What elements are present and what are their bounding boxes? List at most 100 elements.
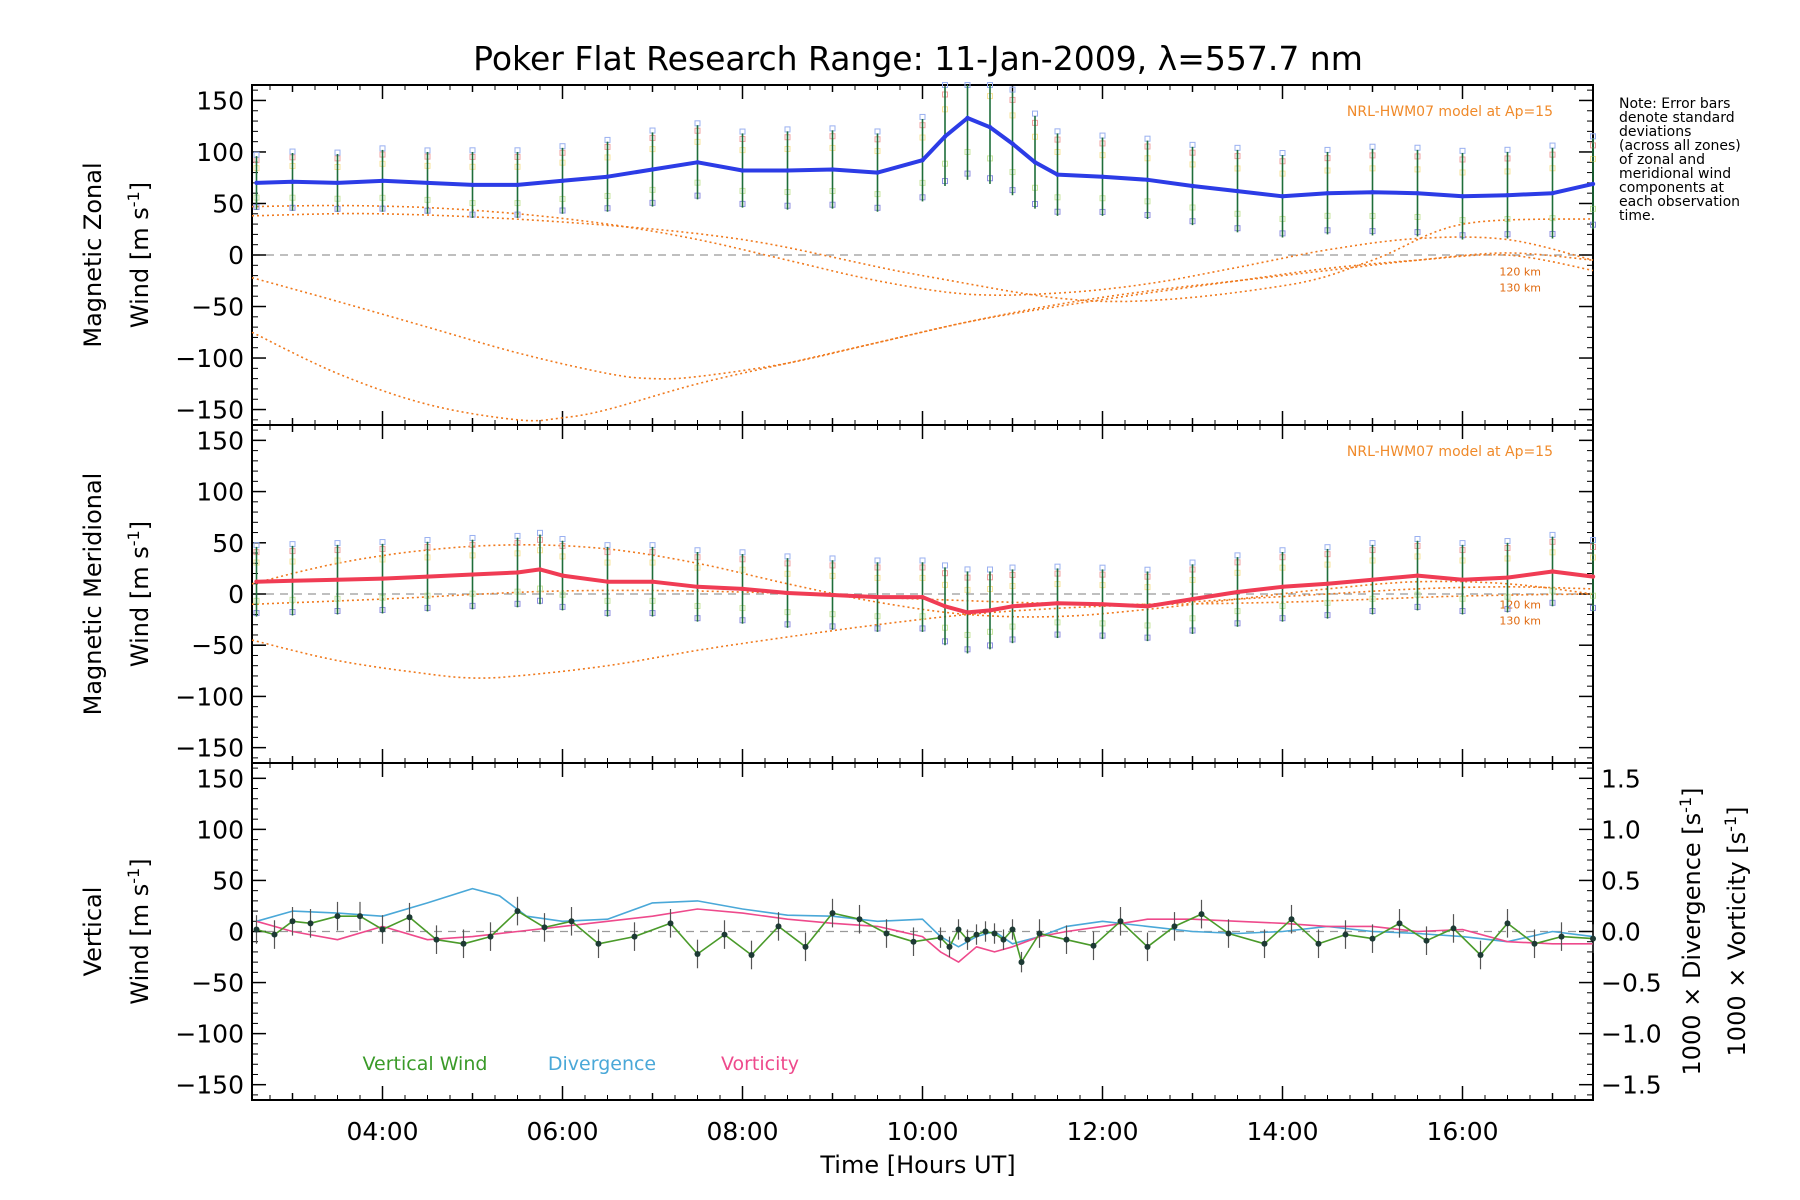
vertical-wind-point	[1369, 935, 1376, 942]
y-tick-label: −50	[191, 631, 244, 660]
vertical-wind-point	[991, 930, 998, 937]
wind-data-point	[290, 578, 295, 583]
wind-data-point	[785, 168, 790, 173]
wind-data-point	[1235, 589, 1240, 595]
vertical-wind-point	[379, 926, 386, 933]
zone-sample	[964, 566, 971, 573]
vertical-wind-point	[568, 918, 575, 925]
wind-data-point	[920, 158, 925, 163]
wind-data-point	[254, 579, 259, 584]
wind-data-point	[1145, 177, 1150, 182]
wind-data-point	[1505, 575, 1510, 580]
x-tick-label: 12:00	[1066, 1117, 1138, 1146]
wind-data-point	[380, 576, 385, 581]
x-tick-label: 06:00	[526, 1117, 598, 1146]
note-line: of zonal and	[1619, 152, 1705, 168]
vorticity-line	[256, 908, 1593, 963]
wind-data-point	[695, 160, 700, 165]
zone-sample	[694, 120, 701, 127]
wind-data-point	[605, 174, 610, 179]
x-tick-label: 14:00	[1246, 1117, 1318, 1146]
zone-sample	[1279, 150, 1286, 156]
panel-vertical: 150 100 50 0 −50 −100 −150 Vertical Wind [m s-1]…	[79, 762, 1751, 1101]
zone-sample	[1144, 135, 1151, 142]
wind-data-point	[1055, 172, 1060, 177]
y-tick-label: −100	[175, 1020, 244, 1049]
right-tick-label: −0.5	[1601, 969, 1662, 998]
right-axis-label-vorticity: 1000 × Vorticity [s-1]	[1721, 807, 1751, 1057]
wind-data-point	[830, 167, 835, 172]
wind-data-point	[1505, 193, 1510, 198]
wind-data-point	[1550, 190, 1555, 196]
vertical-wind-point	[856, 916, 863, 923]
vertical-wind-point	[982, 928, 989, 935]
wind-data-point	[560, 178, 565, 184]
y-tick-label: 0	[228, 580, 244, 609]
vertical-wind-point	[964, 936, 971, 943]
wind-data-point	[942, 604, 948, 609]
y-axis-label-line2: Wind [m s-1]	[124, 858, 154, 1004]
x-tick-label: 08:00	[706, 1117, 778, 1146]
y-tick-label: 100	[196, 815, 244, 844]
vertical-wind-point	[253, 926, 260, 933]
y-tick-label: 100	[196, 478, 244, 507]
vertical-wind-point	[1423, 937, 1430, 944]
note-line: each observation	[1619, 194, 1740, 210]
note-line: denote standard	[1619, 110, 1735, 126]
y-tick-label: −150	[175, 396, 244, 425]
wind-data-point	[1145, 604, 1150, 609]
right-tick-label: 1.0	[1601, 815, 1641, 844]
panel-zonal: 150 100 50 0 −50 −100 −150 Magnetic Zonal Wind […	[79, 82, 1596, 426]
vertical-wind-point	[1000, 936, 1007, 943]
vertical-wind-point	[775, 923, 782, 930]
wind-data-point	[1415, 190, 1420, 196]
wind-data-point	[470, 182, 475, 188]
vertical-wind-point	[946, 943, 953, 950]
y-axis-label-line2: Wind [m s-1]	[124, 521, 154, 667]
legend-vorticity: Vorticity	[721, 1053, 799, 1075]
zone-sample	[1189, 141, 1196, 148]
wind-data-point	[515, 182, 520, 188]
note-line: (across all zones)	[1619, 138, 1741, 154]
wind-data-point	[1415, 573, 1420, 578]
x-axis-tick-labels: 04:00 06:00 08:00 10:00 12:00 14:00 16:00	[346, 1117, 1498, 1146]
wind-data-point	[1010, 141, 1015, 146]
wind-data-point	[425, 180, 430, 186]
hwm07-model-curve	[251, 252, 1594, 422]
vertical-wind-point	[937, 934, 944, 941]
wind-data-point	[1280, 584, 1285, 590]
wind-data-point	[1550, 569, 1555, 574]
zone-sample	[1054, 128, 1061, 135]
wind-data-point	[290, 179, 295, 185]
note-line: components at	[1619, 180, 1725, 196]
wind-data-point	[875, 594, 880, 600]
wind-series-line	[256, 116, 1594, 199]
wind-series-line	[256, 567, 1594, 615]
zone-sample	[604, 136, 611, 143]
vertical-wind-point	[289, 918, 296, 925]
wind-data-point	[987, 608, 993, 613]
wind-data-point	[965, 115, 970, 121]
right-axis-label-divergence: 1000 × Divergence [s-1]	[1676, 787, 1706, 1075]
vertical-wind-point	[334, 913, 341, 920]
vertical-wind-point	[955, 926, 962, 933]
x-tick-label: 10:00	[886, 1117, 958, 1146]
wind-data-point	[425, 574, 430, 579]
vertical-wind-point	[1036, 930, 1043, 937]
wind-data-point	[740, 168, 745, 173]
wind-data-point	[965, 610, 970, 615]
model-label: NRL-HWM07 model at Ap=15	[1347, 444, 1553, 460]
zone-sample	[1099, 132, 1106, 139]
altitude-label: 120 km	[1499, 598, 1541, 611]
wind-data-point	[1235, 188, 1240, 194]
panel-meridional: 150 100 50 0 −50 −100 −150 Magnetic Meridional W…	[79, 424, 1596, 764]
wind-data-point	[335, 577, 340, 582]
vertical-wind-point	[487, 933, 494, 940]
zone-sample	[649, 127, 656, 134]
vertical-wind-point	[694, 950, 701, 957]
vertical-wind-point	[748, 951, 755, 958]
zone-sample	[919, 113, 926, 120]
altitude-label: 130 km	[1499, 282, 1541, 295]
